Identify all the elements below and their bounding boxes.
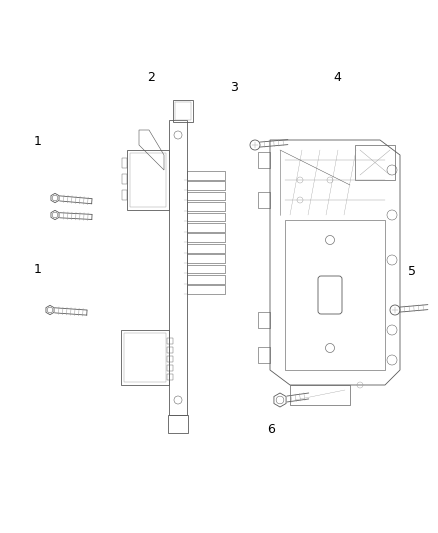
Bar <box>187 202 225 211</box>
Bar <box>258 347 270 363</box>
Bar <box>187 254 225 263</box>
Bar <box>187 264 225 273</box>
Bar <box>167 338 173 344</box>
Text: 5: 5 <box>408 265 416 278</box>
Bar <box>290 385 350 405</box>
Bar <box>130 153 166 207</box>
Bar <box>167 365 173 371</box>
Text: 2: 2 <box>147 71 155 84</box>
Bar <box>258 152 270 168</box>
Text: 3: 3 <box>230 82 238 94</box>
Bar <box>121 330 169 385</box>
Text: 1: 1 <box>33 263 41 276</box>
Bar <box>168 415 188 433</box>
Bar <box>122 174 127 184</box>
Bar <box>258 192 270 208</box>
Bar <box>169 120 187 415</box>
Bar <box>187 192 225 200</box>
Bar <box>173 100 193 122</box>
Bar <box>122 190 127 200</box>
Bar <box>187 181 225 190</box>
Bar <box>258 312 270 328</box>
Text: 4: 4 <box>333 71 341 84</box>
Bar <box>127 150 169 210</box>
Text: 1: 1 <box>33 135 41 148</box>
Bar <box>124 333 166 382</box>
Bar <box>187 233 225 242</box>
Bar <box>167 374 173 380</box>
Bar <box>167 347 173 353</box>
Bar <box>187 171 225 180</box>
Bar <box>187 223 225 232</box>
Bar <box>187 213 225 221</box>
Bar <box>355 145 395 180</box>
Bar <box>187 244 225 253</box>
Bar <box>167 356 173 362</box>
Text: 6: 6 <box>268 423 276 435</box>
Bar <box>187 275 225 284</box>
Bar <box>175 102 191 120</box>
Bar <box>187 285 225 294</box>
Bar <box>122 158 127 168</box>
